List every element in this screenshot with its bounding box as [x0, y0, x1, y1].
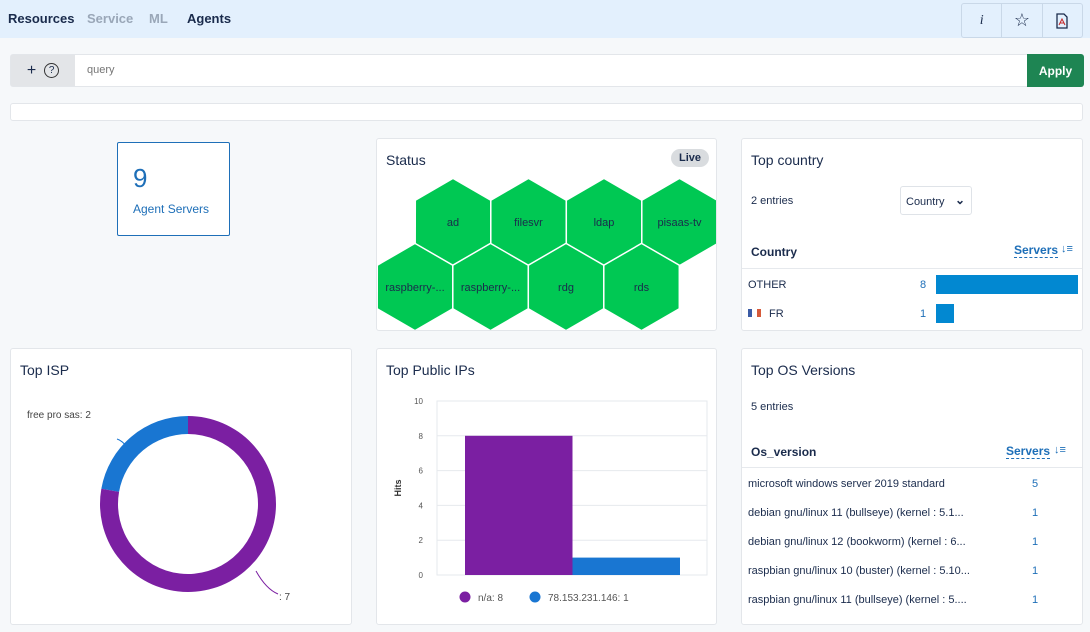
country-row-name: OTHER: [748, 279, 787, 291]
host-label: rdg: [558, 282, 574, 294]
y-tick-label: 2: [419, 536, 424, 545]
host-label: ldap: [594, 217, 615, 229]
query-bar: + ? Apply: [10, 54, 1084, 87]
country-row-fr: FR: [748, 308, 784, 320]
host-label: raspberry-...: [385, 282, 444, 294]
donut-label: free pro sas: 2: [27, 410, 91, 421]
sort-desc-icon[interactable]: ↓≡: [1061, 243, 1073, 255]
servers-sort-header[interactable]: Servers: [1014, 243, 1059, 258]
os-row-value: 1: [1032, 536, 1039, 548]
os-row-name: debian gnu/linux 11 (bullseye) (kernel :…: [748, 507, 964, 519]
status-hexmap: ad filesvr ldap pisaas-tv raspberry-... raspb…: [377, 177, 716, 330]
host-label: pisaas-tv: [657, 217, 702, 229]
top-os-card: Top OS Versions 5 entries Os_version Ser…: [741, 348, 1083, 625]
top-country-card: Top country 2 entries Country ⌄ Country S…: [741, 138, 1083, 331]
divider: [742, 268, 1082, 269]
host-label: raspberry-...: [461, 282, 520, 294]
kpi-label: Agent Servers: [133, 202, 210, 216]
info-icon: i: [979, 12, 984, 28]
legend-marker: [459, 591, 471, 603]
country-bar: [936, 275, 1078, 294]
label-leader: [255, 570, 279, 595]
status-card: Status Live ad filesvr ldap pisaas-tv raspbe…: [376, 138, 717, 331]
country-row-value: 1: [920, 308, 927, 320]
country-title: Top country: [751, 152, 824, 168]
isp-title: Top ISP: [20, 362, 70, 378]
os-entries: 5 entries: [751, 401, 794, 413]
help-icon[interactable]: ?: [44, 63, 60, 78]
status-hex: [603, 242, 681, 330]
top-nav-bar: Resources Service ML Agents i ☆: [0, 0, 1090, 38]
sort-desc-icon[interactable]: ↓≡: [1054, 444, 1066, 456]
y-tick-label: 6: [419, 467, 424, 476]
os-row-value: 1: [1032, 565, 1039, 577]
filter-bar: [10, 103, 1083, 121]
country-select-value: Country: [906, 196, 945, 208]
add-filter-button[interactable]: +: [26, 61, 37, 79]
top-isp-card: Top ISP free pro sas: 2 : 7: [10, 348, 352, 625]
toolbar: i ☆: [961, 3, 1083, 38]
os-title: Top OS Versions: [751, 362, 856, 378]
ips-bar-chart: 0 2 4 6 8 10 Hits n/a: 8 78.153.231.146: 1: [393, 397, 708, 604]
kpi-value: 9: [133, 163, 148, 193]
y-axis-label: Hits: [393, 479, 403, 496]
ips-title: Top Public IPs: [386, 362, 475, 378]
os-row-value: 1: [1032, 507, 1039, 519]
apply-button[interactable]: Apply: [1027, 54, 1084, 87]
country-row-value: 8: [920, 279, 927, 291]
os-row-name: raspbian gnu/linux 10 (buster) (kernel :…: [748, 565, 970, 577]
os-col-header: Os_version: [751, 445, 817, 459]
y-tick-label: 4: [419, 501, 424, 510]
legend-marker: [529, 591, 541, 603]
os-row-name: debian gnu/linux 12 (bookworm) (kernel :…: [748, 536, 966, 548]
divider: [742, 467, 1082, 468]
pdf-icon: [1056, 12, 1068, 29]
country-row-name: FR: [769, 308, 784, 320]
y-tick-label: 0: [419, 571, 424, 580]
favorite-button[interactable]: ☆: [1002, 4, 1043, 37]
bar: [465, 435, 573, 575]
y-tick-label: 8: [419, 432, 424, 441]
country-col-header: Country: [751, 245, 797, 259]
agent-servers-kpi[interactable]: 9 Agent Servers: [117, 142, 230, 236]
os-row-value: 5: [1032, 478, 1039, 490]
country-entries: 2 entries: [751, 195, 794, 207]
host-label: ad: [447, 217, 459, 229]
chevron-down-icon: ⌄: [954, 193, 965, 207]
donut-slice: [101, 416, 188, 492]
live-badge[interactable]: Live: [670, 149, 709, 167]
top-ips-card: Top Public IPs 0 2 4 6 8 10 Hits n/a: 8 78.153.2…: [376, 348, 717, 625]
country-select[interactable]: Country ⌄: [900, 186, 972, 215]
y-tick-label: 10: [414, 397, 423, 406]
legend-label: n/a: 8: [478, 593, 503, 604]
export-pdf-button[interactable]: [1043, 4, 1082, 37]
servers-sort-header[interactable]: Servers: [1006, 444, 1051, 459]
isp-donut-chart: free pro sas: 2 : 7: [27, 410, 291, 603]
nav-ml[interactable]: ML: [149, 11, 168, 26]
donut-label: : 7: [279, 592, 291, 603]
os-row-name: raspbian gnu/linux 11 (bullseye) (kernel…: [748, 594, 967, 606]
query-actions: + ?: [11, 55, 75, 86]
host-label: filesvr: [514, 217, 543, 229]
os-row-value: 1: [1032, 594, 1039, 606]
legend-label: 78.153.231.146: 1: [548, 593, 629, 604]
france-flag-icon: [748, 309, 752, 317]
nav-agents[interactable]: Agents: [187, 11, 232, 26]
nav-resources[interactable]: Resources: [8, 11, 75, 26]
query-input[interactable]: [87, 64, 987, 76]
info-button[interactable]: i: [962, 4, 1003, 37]
star-icon: ☆: [1013, 10, 1031, 30]
bar: [572, 557, 680, 575]
status-title: Status: [386, 152, 426, 168]
label-leader: [116, 438, 132, 454]
host-label: rds: [634, 282, 650, 294]
os-row-name: microsoft windows server 2019 standard: [748, 478, 945, 490]
nav-service[interactable]: Service: [87, 11, 134, 26]
country-bar: [936, 304, 954, 323]
